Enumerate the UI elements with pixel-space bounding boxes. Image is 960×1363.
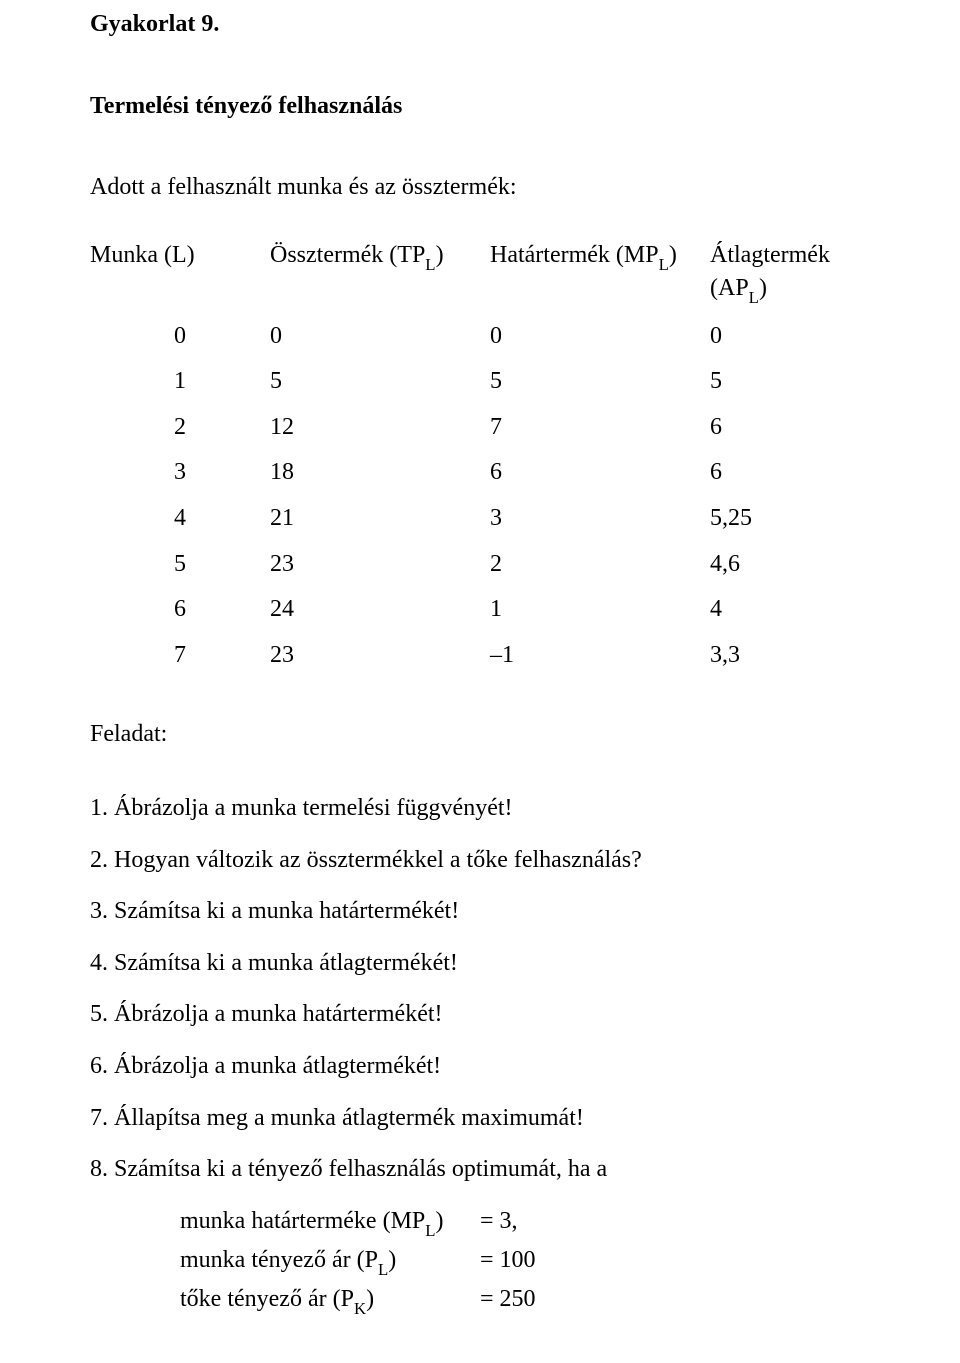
cell-mp: 2 <box>490 542 710 588</box>
calc3-post: ) <box>366 1286 374 1312</box>
cell-ap: 5 <box>710 359 870 405</box>
cell-tp: 23 <box>270 542 490 588</box>
header-ossz-pre: Össztermék (TP <box>270 242 425 268</box>
table-row: 6 24 1 4 <box>90 587 870 633</box>
cell-mp: 3 <box>490 496 710 542</box>
task-item: 4. Számítsa ki a munka átlagtermékét! <box>90 947 870 981</box>
cell-ap: 5,25 <box>710 496 870 542</box>
cell-l: 0 <box>90 314 270 360</box>
heading-exercise: Gyakorlat 9. <box>90 8 870 42</box>
cell-mp: 1 <box>490 587 710 633</box>
cell-mp: –1 <box>490 633 710 679</box>
calc3-pre: tőke tényező ár (P <box>180 1286 354 1312</box>
cell-ap: 0 <box>710 314 870 360</box>
calc2-sub: L <box>378 1258 388 1282</box>
header-hatar: Határtermék (MPL) <box>490 233 710 314</box>
header-ossz: Össztermék (TPL) <box>270 233 490 314</box>
cell-l: 4 <box>90 496 270 542</box>
header-ossz-post: ) <box>436 242 444 268</box>
cell-l: 2 <box>90 405 270 451</box>
cell-ap: 6 <box>710 405 870 451</box>
calc-line: munka határterméke (MPL) = 3, <box>180 1205 870 1240</box>
cell-tp: 18 <box>270 450 490 496</box>
table-header-row: Munka (L) Össztermék (TPL) Határtermék (… <box>90 233 870 314</box>
cell-tp: 21 <box>270 496 490 542</box>
calc2-val: = 100 <box>480 1244 536 1279</box>
header-hatar-pre: Határtermék (MP <box>490 242 659 268</box>
tasks-heading: Feladat: <box>90 718 870 752</box>
task-item: 1. Ábrázolja a munka termelési függvényé… <box>90 792 870 826</box>
cell-l: 5 <box>90 542 270 588</box>
task-item: 5. Ábrázolja a munka határtermékét! <box>90 998 870 1032</box>
heading-topic: Termelési tényező felhasználás <box>90 90 870 124</box>
table-row: 5 23 2 4,6 <box>90 542 870 588</box>
header-atlag-pre: Átlagtermék (AP <box>710 242 830 302</box>
calc1-pre: munka határterméke (MP <box>180 1208 425 1234</box>
header-ossz-sub: L <box>425 253 435 277</box>
cell-tp: 23 <box>270 633 490 679</box>
calc-line: munka tényező ár (PL) = 100 <box>180 1244 870 1279</box>
cell-l: 7 <box>90 633 270 679</box>
table-row: 1 5 5 5 <box>90 359 870 405</box>
cell-tp: 5 <box>270 359 490 405</box>
table-row: 4 21 3 5,25 <box>90 496 870 542</box>
task-item: 7. Állapítsa meg a munka átlagtermék max… <box>90 1102 870 1136</box>
cell-tp: 24 <box>270 587 490 633</box>
cell-tp: 12 <box>270 405 490 451</box>
header-atlag: Átlagtermék (APL) <box>710 233 870 314</box>
cell-mp: 0 <box>490 314 710 360</box>
header-hatar-sub: L <box>659 253 669 277</box>
cell-tp: 0 <box>270 314 490 360</box>
header-munka-text: Munka (L) <box>90 242 195 268</box>
task-item: 6. Ábrázolja a munka átlagtermékét! <box>90 1050 870 1084</box>
cell-ap: 3,3 <box>710 633 870 679</box>
tasks-list: 1. Ábrázolja a munka termelési függvényé… <box>90 792 870 1319</box>
intro-text: Adott a felhasznált munka és az összterm… <box>90 171 870 205</box>
cell-l: 6 <box>90 587 270 633</box>
calc-label: tőke tényező ár (PK) <box>180 1283 480 1318</box>
calc2-pre: munka tényező ár (P <box>180 1247 378 1273</box>
cell-mp: 5 <box>490 359 710 405</box>
cell-ap: 6 <box>710 450 870 496</box>
table-row: 3 18 6 6 <box>90 450 870 496</box>
calc-label: munka tényező ár (PL) <box>180 1244 480 1279</box>
calc1-post: ) <box>436 1208 444 1234</box>
calc3-sub: K <box>354 1297 366 1321</box>
cell-mp: 7 <box>490 405 710 451</box>
production-table: Munka (L) Össztermék (TPL) Határtermék (… <box>90 233 870 679</box>
table-row: 7 23 –1 3,3 <box>90 633 870 679</box>
calc3-val: = 250 <box>480 1283 536 1318</box>
table-row: 2 12 7 6 <box>90 405 870 451</box>
task-item: 3. Számítsa ki a munka határtermékét! <box>90 895 870 929</box>
header-atlag-post: ) <box>759 275 767 301</box>
table-row: 0 0 0 0 <box>90 314 870 360</box>
cell-l: 1 <box>90 359 270 405</box>
calc2-post: ) <box>388 1247 396 1273</box>
calc1-sub: L <box>425 1219 435 1243</box>
header-hatar-post: ) <box>669 242 677 268</box>
cell-l: 3 <box>90 450 270 496</box>
cell-ap: 4,6 <box>710 542 870 588</box>
cell-mp: 6 <box>490 450 710 496</box>
calc-label: munka határterméke (MPL) <box>180 1205 480 1240</box>
calc1-val: = 3, <box>480 1205 518 1240</box>
task-item: 2. Hogyan változik az össztermékkel a tő… <box>90 844 870 878</box>
task-item: 8. Számítsa ki a tényező felhasználás op… <box>90 1153 870 1187</box>
header-munka: Munka (L) <box>90 233 270 314</box>
calc-block: munka határterméke (MPL) = 3, munka tény… <box>90 1205 870 1319</box>
calc-line: tőke tényező ár (PK) = 250 <box>180 1283 870 1318</box>
cell-ap: 4 <box>710 587 870 633</box>
header-atlag-sub: L <box>749 286 759 310</box>
